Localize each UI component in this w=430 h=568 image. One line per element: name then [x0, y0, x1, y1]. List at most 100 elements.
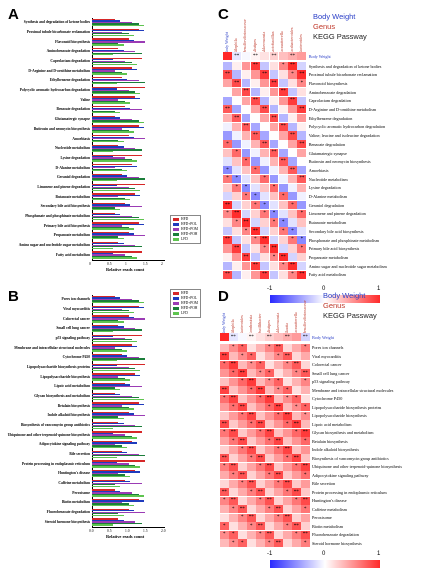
row-label: Adipocytokine signaling pathway — [38, 442, 90, 447]
bar — [92, 296, 116, 298]
bar — [92, 493, 139, 496]
heatmap-cell: * — [283, 522, 292, 531]
bar — [92, 179, 117, 182]
row-label: Flavonoid biosynthesis — [308, 80, 348, 86]
bar — [92, 432, 114, 435]
heatmap-cell: * — [265, 437, 274, 446]
row-label: Limonene and pinene degradation — [308, 211, 366, 217]
heatmap-cell: ** — [274, 539, 283, 548]
heatmap-cell — [223, 122, 232, 131]
bar — [92, 307, 144, 309]
heatmap-cell — [241, 131, 251, 140]
bar — [92, 243, 124, 245]
heatmap-cell — [232, 96, 242, 105]
heatmap-cell: * — [301, 403, 310, 412]
heatmap-cell — [297, 61, 307, 70]
heatmap-cell — [297, 131, 307, 140]
bar — [92, 97, 141, 100]
heatmap-cell — [288, 183, 297, 192]
bar — [92, 402, 139, 404]
bar — [92, 336, 114, 338]
bar — [92, 185, 117, 187]
bar — [92, 135, 129, 137]
heatmap-cell — [274, 369, 283, 378]
heatmap-cell — [301, 394, 310, 403]
heatmap-cell: ** — [247, 445, 256, 454]
heatmap-cell — [232, 157, 242, 166]
row-label: Proximal tubule bicarbonate reclamation — [26, 30, 90, 35]
heatmap-cell: ** — [297, 140, 307, 149]
heatmap-cell: * — [292, 462, 301, 471]
x-tick-label: 0.0 — [89, 528, 94, 533]
heatmap-cell — [238, 420, 247, 429]
heatmap-cell — [250, 105, 260, 114]
heatmap-cell — [297, 200, 307, 210]
row-label: Synthesis and degradation of ketone bodi… — [308, 63, 382, 69]
legend-swatch — [173, 307, 179, 310]
row-label: Lipoic acid metabolism — [312, 421, 352, 427]
row-label: Lipoic acid metabolism — [54, 384, 90, 389]
heatmap-cell: * — [220, 428, 229, 437]
heatmap-cell: * — [229, 437, 238, 446]
bar — [92, 369, 141, 371]
heatmap-cell — [247, 437, 256, 446]
heatmap-cell: ** — [301, 428, 310, 437]
row-label: Nucleotide metabolism — [308, 176, 348, 182]
heatmap-cell — [292, 343, 301, 352]
row-label: Biotin metabolism — [312, 523, 344, 529]
heatmap-cell: * — [256, 462, 265, 471]
heatmap-cell: * — [269, 209, 279, 218]
heatmap-cell — [278, 105, 288, 114]
bar — [92, 102, 131, 104]
heatmap-cell — [301, 445, 310, 454]
legend-label: HFD+POL — [181, 222, 198, 226]
row-label: D-Arginine and D-ornithine metabolism — [28, 68, 90, 73]
bar — [92, 427, 114, 429]
heatmap-cell: ** — [229, 428, 238, 437]
heatmap-cell — [292, 445, 301, 454]
row-label: Protein processing in endoplasmic reticu… — [21, 461, 90, 466]
heatmap-cell — [260, 253, 270, 262]
heatmap-cell: * — [283, 454, 292, 463]
bar — [92, 417, 124, 420]
heatmap-cell — [269, 61, 279, 70]
colorbar-tick-label: 1 — [377, 286, 381, 293]
bar — [92, 83, 117, 85]
heatmap-cell — [238, 394, 247, 403]
row-label: Biosynthesis of vancomycin group antibio… — [20, 423, 90, 427]
heatmap-cell: * — [256, 496, 265, 505]
row-label: Phosphonate and phosphinate metabolism — [25, 213, 90, 218]
row-label: Synthesis and degradation of ketone bodi… — [23, 20, 90, 25]
heatmap-cell: ** — [292, 420, 301, 429]
heatmap-cell — [297, 166, 307, 175]
heatmap-cell — [229, 386, 238, 395]
bar — [92, 89, 129, 92]
heatmap-cell: * — [297, 235, 307, 244]
heatmap-cell: * — [232, 174, 242, 184]
heatmap-cell: ** — [297, 174, 307, 184]
bar — [92, 394, 121, 396]
heatmap-cell — [292, 479, 301, 488]
bar — [92, 495, 144, 497]
heatmap-cell — [238, 530, 247, 539]
heatmap-cell — [260, 148, 270, 157]
heatmap-cell — [297, 96, 307, 105]
heatmap-cell: ** — [247, 411, 256, 420]
bar — [92, 218, 144, 220]
heatmap-cell: ** — [260, 270, 270, 279]
heatmap-cell — [269, 200, 279, 210]
row-label: Valine; leucine and isoleucine degradati… — [308, 133, 380, 139]
heatmap-cell: * — [247, 488, 256, 497]
heatmap-cell: ** — [238, 437, 247, 446]
heatmap-cell: * — [269, 183, 279, 192]
heatmap-cell — [223, 113, 232, 123]
heatmap-cell — [241, 270, 251, 279]
heatmap-cell — [223, 87, 232, 97]
heatmap-cell — [232, 105, 242, 114]
heatmap-cell — [220, 513, 229, 522]
heatmap-cell: ** — [238, 505, 247, 514]
bar — [92, 178, 146, 180]
heatmap-cell — [229, 445, 238, 454]
heatmap-cell — [229, 352, 238, 361]
heatmap-cell — [247, 505, 256, 514]
